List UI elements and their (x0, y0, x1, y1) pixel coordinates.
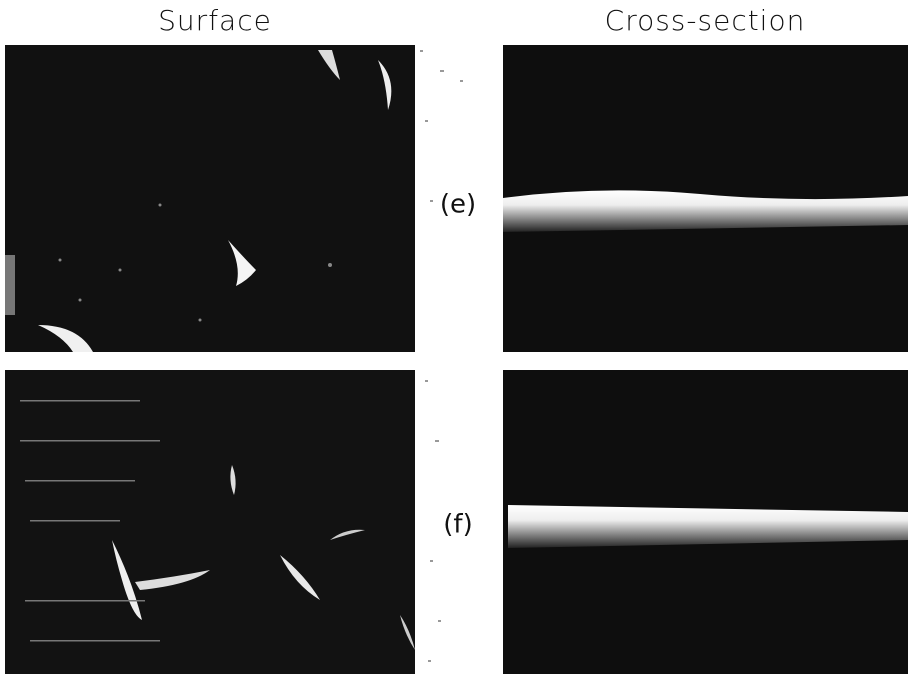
column-header: Surface (158, 4, 272, 37)
cross-section-image (503, 45, 908, 352)
column-header: Cross-section (605, 4, 806, 37)
surface-image (5, 45, 415, 352)
surface-image (5, 370, 415, 674)
page: Surface Cross-section (e) (0, 0, 908, 674)
cross-section-image (503, 370, 908, 674)
figure: Surface Cross-section (e) (0, 0, 908, 674)
row-label: (e) (440, 190, 476, 220)
noise-strip (420, 50, 463, 202)
row-label: (f) (443, 510, 472, 540)
noise-strip (425, 380, 441, 662)
